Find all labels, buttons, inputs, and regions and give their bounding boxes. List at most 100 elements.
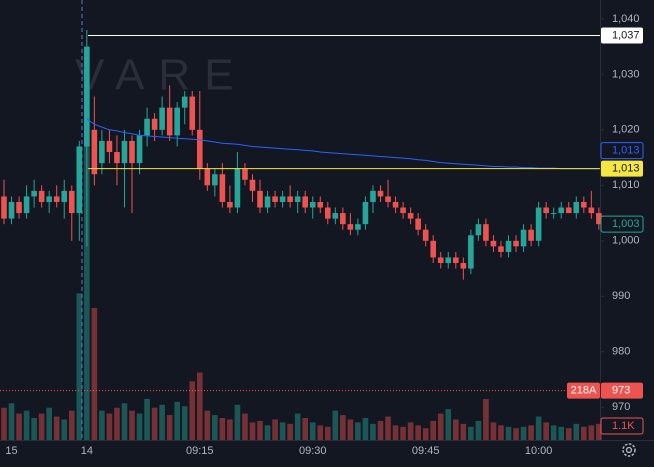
- candle-body: [46, 196, 52, 202]
- volume-bar: [114, 407, 120, 440]
- candle-body: [91, 129, 98, 175]
- volume-bar: [453, 419, 459, 440]
- volume-bar: [588, 425, 595, 440]
- volume-bar: [400, 426, 406, 440]
- candle-body: [84, 46, 90, 147]
- volume-bar: [483, 398, 489, 440]
- alert-tag: 218A: [571, 385, 597, 397]
- gear[interactable]: [622, 443, 636, 457]
- volume-bar: [490, 422, 497, 440]
- volume-bar: [181, 406, 188, 440]
- candle-body: [588, 207, 595, 214]
- y-tick-label: 1,010: [612, 179, 640, 191]
- gear-center[interactable]: [625, 446, 633, 454]
- volume-bar: [513, 428, 519, 440]
- candle-body: [68, 190, 75, 214]
- y-tick-label: 1,030: [612, 68, 640, 80]
- candle-body: [596, 213, 602, 225]
- candle-body: [1, 196, 7, 219]
- candle-body: [543, 207, 549, 214]
- volume-bar: [144, 398, 150, 440]
- volume-bar: [347, 419, 354, 440]
- candle-body: [16, 201, 22, 214]
- candle-body: [234, 168, 241, 208]
- alert-label-box: [601, 382, 643, 399]
- volume-label-box: [600, 417, 644, 435]
- candle-body: [453, 257, 459, 264]
- candle-body: [302, 196, 308, 208]
- candle-body: [340, 213, 346, 225]
- volume-bar: [430, 420, 437, 440]
- candle-body: [581, 201, 587, 208]
- volume-bar: [468, 426, 474, 440]
- volume-bar: [581, 426, 587, 440]
- candle-body: [370, 190, 376, 202]
- candle-body: [520, 229, 527, 247]
- x-tick-label: 09:15: [186, 445, 214, 457]
- candle-body: [430, 240, 437, 258]
- volume-bar: [415, 425, 421, 440]
- volume-bar: [204, 410, 211, 440]
- price-line-label-box: [601, 27, 643, 44]
- volume-bar: [520, 426, 527, 440]
- candle-body: [287, 196, 293, 202]
- candle-body: [38, 190, 45, 202]
- volume-bar: [76, 293, 83, 440]
- volume-bar: [227, 419, 233, 440]
- volume-bar: [407, 422, 414, 440]
- y-tick-label: 970: [612, 401, 630, 413]
- candle-body: [136, 135, 143, 164]
- volume-bar: [332, 410, 339, 440]
- volume-bar: [302, 418, 308, 440]
- volume-bar: [136, 413, 143, 440]
- candle-body: [407, 213, 414, 219]
- candle-body: [189, 96, 196, 130]
- volume-bar: [498, 425, 504, 440]
- y-tick-label: 1,040: [612, 13, 640, 25]
- last-price-box: [600, 215, 644, 233]
- candle-body: [505, 240, 512, 252]
- volume-bar: [166, 415, 173, 440]
- alert-label: 973: [612, 385, 630, 397]
- volume-bar: [294, 413, 301, 440]
- x-tick-label: 14: [81, 445, 93, 457]
- volume-bar: [437, 413, 444, 440]
- volume-bar: [91, 308, 98, 440]
- volume-bar: [8, 403, 15, 440]
- volume-bar: [460, 423, 467, 440]
- volume-bar: [565, 428, 572, 440]
- candle-body: [8, 201, 15, 219]
- candle-body: [129, 140, 135, 164]
- volume-bar: [174, 401, 180, 440]
- candle-body: [498, 246, 504, 252]
- candle-body: [106, 140, 113, 153]
- candle-body: [204, 168, 211, 186]
- volume-bar: [68, 410, 75, 440]
- volume-bar: [287, 423, 293, 440]
- settings-button[interactable]: [622, 443, 636, 457]
- candle-body: [475, 224, 482, 236]
- x-tick-label: 10:00: [525, 445, 553, 457]
- candle-body: [242, 168, 248, 180]
- volume-bar: [528, 425, 534, 440]
- candle-body: [377, 190, 384, 197]
- candle-body: [144, 118, 150, 136]
- volume-bar: [212, 415, 218, 440]
- candle-body: [483, 224, 489, 241]
- candle-body: [227, 201, 233, 208]
- candle-body: [279, 196, 286, 202]
- candle-body: [400, 207, 406, 214]
- candle-body: [272, 196, 278, 202]
- candle-body: [324, 207, 331, 219]
- volume-bar: [543, 422, 549, 440]
- volume-bar: [264, 425, 271, 440]
- alert-tag-box: [567, 382, 600, 399]
- candle-body: [23, 196, 30, 214]
- volume-bar: [84, 88, 90, 440]
- candle-body: [219, 174, 226, 202]
- y-tick-label: 980: [612, 346, 630, 358]
- volume-bar: [362, 418, 369, 440]
- candle-body: [528, 229, 534, 241]
- candle-body: [61, 190, 68, 202]
- ma-label: 1,013: [612, 145, 640, 157]
